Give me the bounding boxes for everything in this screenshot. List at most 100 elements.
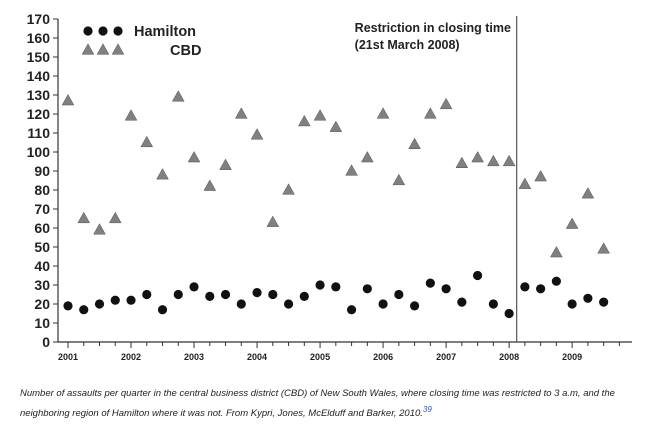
hamilton-point	[362, 284, 372, 294]
y-tick-label: 0	[42, 334, 50, 350]
legend-cbd-markers	[81, 43, 125, 55]
y-tick-label: 30	[34, 277, 50, 293]
hamilton-point	[409, 301, 420, 311]
hamilton-point	[110, 295, 120, 305]
hamilton-point	[63, 301, 73, 311]
hamilton-point	[94, 299, 105, 309]
hamilton-point	[346, 305, 357, 315]
hamilton-point	[126, 295, 136, 305]
x-tick-label: 2004	[247, 352, 267, 362]
hamilton-point	[315, 280, 325, 290]
hamilton-point	[142, 289, 152, 300]
cbd-point	[439, 97, 453, 110]
hamilton-point	[205, 291, 215, 301]
cbd-point	[329, 120, 343, 132]
y-tick-label: 150	[27, 49, 51, 65]
cbd-point	[565, 217, 579, 229]
cbd-point	[124, 109, 138, 121]
hamilton-point	[157, 305, 168, 315]
legend-cbd-marker	[96, 43, 110, 55]
cbd-point	[266, 215, 280, 227]
cbd-point	[297, 114, 311, 127]
cbd-point	[77, 211, 91, 224]
legend-hamilton-markers	[83, 26, 123, 36]
x-tick-label: 2006	[373, 352, 393, 362]
hamilton-point	[252, 288, 262, 298]
x-tick-label: 2009	[562, 352, 582, 362]
hamilton-point	[268, 289, 278, 300]
chart-area: 0 10 20 30 40 50 60 70 80 90 100 110 120 130 140 150 160…	[27, 11, 632, 362]
cbd-point	[313, 109, 327, 121]
hamilton-point	[236, 299, 246, 309]
hamilton-point	[457, 297, 467, 307]
y-tick-label: 20	[34, 296, 50, 312]
legend: Hamilton CBD	[81, 24, 201, 59]
cbd-point	[376, 107, 390, 119]
x-tick-label: 2002	[121, 352, 141, 362]
legend-hamilton-label: Hamilton	[134, 24, 196, 40]
cbd-point	[203, 179, 217, 191]
hamilton-point	[536, 284, 546, 294]
y-tick-label: 40	[34, 258, 50, 274]
hamilton-point	[283, 299, 294, 309]
y-tick-label: 60	[34, 220, 50, 236]
figure-caption: Number of assaults per quarter in the ce…	[20, 386, 640, 422]
cbd-point	[408, 137, 421, 149]
x-axis-ticks: 2001 2002 2003 2004 2005 2006 2007 2008 2009	[58, 342, 620, 362]
cbd-point	[250, 128, 264, 140]
hamilton-point	[441, 284, 451, 294]
cbd-point	[108, 211, 122, 224]
y-tick-label: 100	[27, 144, 51, 160]
cbd-point	[392, 173, 406, 186]
annotation-line-1: Restriction in closing time	[355, 21, 511, 35]
cbd-point	[518, 177, 532, 189]
axes	[57, 19, 632, 343]
hamilton-point	[173, 289, 183, 300]
cbd-point	[581, 187, 595, 199]
hamilton-point	[79, 305, 89, 315]
data-points	[61, 90, 610, 319]
y-tick-label: 160	[27, 30, 51, 46]
y-tick-label: 120	[27, 106, 51, 122]
hamilton-point	[220, 289, 231, 300]
cbd-point	[471, 150, 484, 163]
y-tick-label: 130	[27, 87, 51, 103]
x-tick-label: 2007	[436, 352, 456, 362]
cbd-point	[534, 169, 547, 182]
legend-hamilton-marker	[98, 26, 108, 36]
cbd-point	[424, 107, 437, 119]
hamilton-point	[394, 289, 404, 300]
legend-cbd-marker	[81, 43, 95, 55]
y-axis-ticks: 0 10 20 30 40 50 60 70 80 90 100 110 120 130 140 150 160…	[27, 11, 58, 350]
x-tick-label: 2003	[184, 352, 204, 362]
legend-hamilton-marker	[83, 26, 93, 36]
hamilton-point	[473, 270, 483, 281]
caption-reference: 39	[422, 405, 432, 414]
cbd-point	[187, 150, 201, 163]
hamilton-point	[299, 291, 309, 301]
cbd-point	[455, 156, 469, 168]
annotation-line-2: (21st March 2008)	[355, 38, 460, 52]
y-tick-label: 110	[27, 125, 50, 141]
caption-text: Number of assaults per quarter in the ce…	[20, 388, 615, 420]
hamilton-point	[378, 299, 388, 309]
legend-hamilton-marker	[113, 26, 123, 36]
cbd-point	[345, 164, 358, 176]
legend-cbd-label: CBD	[170, 43, 201, 59]
y-tick-label: 90	[34, 163, 50, 179]
cbd-point	[282, 183, 295, 195]
y-tick-label: 10	[34, 315, 50, 331]
legend-cbd-marker	[111, 43, 125, 55]
y-tick-label: 80	[34, 182, 50, 198]
cbd-point	[597, 242, 610, 254]
cbd-point	[140, 135, 154, 148]
x-tick-label: 2008	[499, 352, 519, 362]
hamilton-point	[331, 282, 341, 292]
hamilton-point	[551, 276, 561, 286]
hamilton-point	[567, 299, 577, 309]
hamilton-point	[488, 299, 498, 309]
hamilton-point	[504, 308, 514, 319]
cbd-point	[171, 90, 185, 102]
hamilton-point	[189, 282, 199, 292]
y-tick-label: 170	[27, 11, 51, 27]
